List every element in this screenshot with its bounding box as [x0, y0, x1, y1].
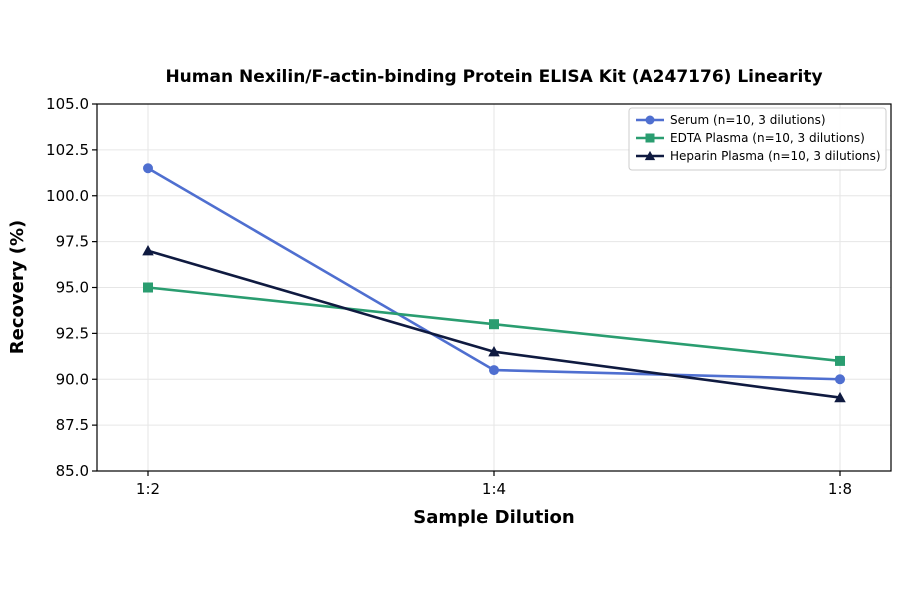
data-point [143, 163, 153, 174]
legend-item: EDTA Plasma (n=10, 3 dilutions) [636, 131, 865, 145]
y-tick-label: 97.5 [56, 233, 89, 251]
data-point [143, 282, 153, 293]
x-axis-label: Sample Dilution [413, 507, 574, 528]
series-layer [142, 163, 846, 403]
data-point [834, 391, 846, 403]
data-point [835, 355, 845, 366]
legend-label: Heparin Plasma (n=10, 3 dilutions) [670, 149, 881, 163]
y-tick-label: 102.5 [46, 141, 89, 159]
y-tick-label: 92.5 [56, 324, 89, 342]
axes: 85.0 87.5 90.0 92.5 95.0 97.5 100.0 102.5 105.0 1… [46, 95, 892, 498]
x-tick-label: 1:8 [828, 480, 852, 498]
x-tick-label: 1:2 [136, 480, 160, 498]
data-point [489, 365, 499, 376]
series-1 [143, 282, 845, 366]
legend-box [628, 107, 887, 171]
legend-label: Serum (n=10, 3 dilutions) [670, 113, 826, 127]
y-tick-label: 105.0 [46, 95, 89, 113]
data-point [488, 345, 500, 357]
legend-item: Serum (n=10, 3 dilutions) [636, 113, 826, 127]
data-point [835, 374, 845, 385]
y-tick-label: 100.0 [46, 187, 89, 205]
y-tick-label: 95.0 [56, 279, 89, 297]
series-0 [143, 163, 845, 385]
y-tick-label: 87.5 [56, 416, 89, 434]
data-point [645, 133, 655, 143]
x-tick-label: 1:4 [482, 480, 506, 498]
data-point [142, 245, 154, 256]
y-tick-label: 85.0 [56, 462, 89, 480]
y-axis-label: Recovery (%) [7, 220, 28, 354]
chart-title: Human Nexilin/F-actin-binding Protein EL… [165, 67, 822, 87]
legend-item: Heparin Plasma (n=10, 3 dilutions) [636, 149, 881, 163]
data-point [645, 115, 655, 125]
legend: Serum (n=10, 3 dilutions) EDTA Plasma (n=… [628, 107, 887, 171]
data-point [489, 319, 499, 330]
data-point [644, 150, 656, 161]
legend-label: EDTA Plasma (n=10, 3 dilutions) [670, 131, 865, 145]
y-tick-label: 90.0 [56, 370, 89, 388]
series-2 [142, 245, 846, 403]
